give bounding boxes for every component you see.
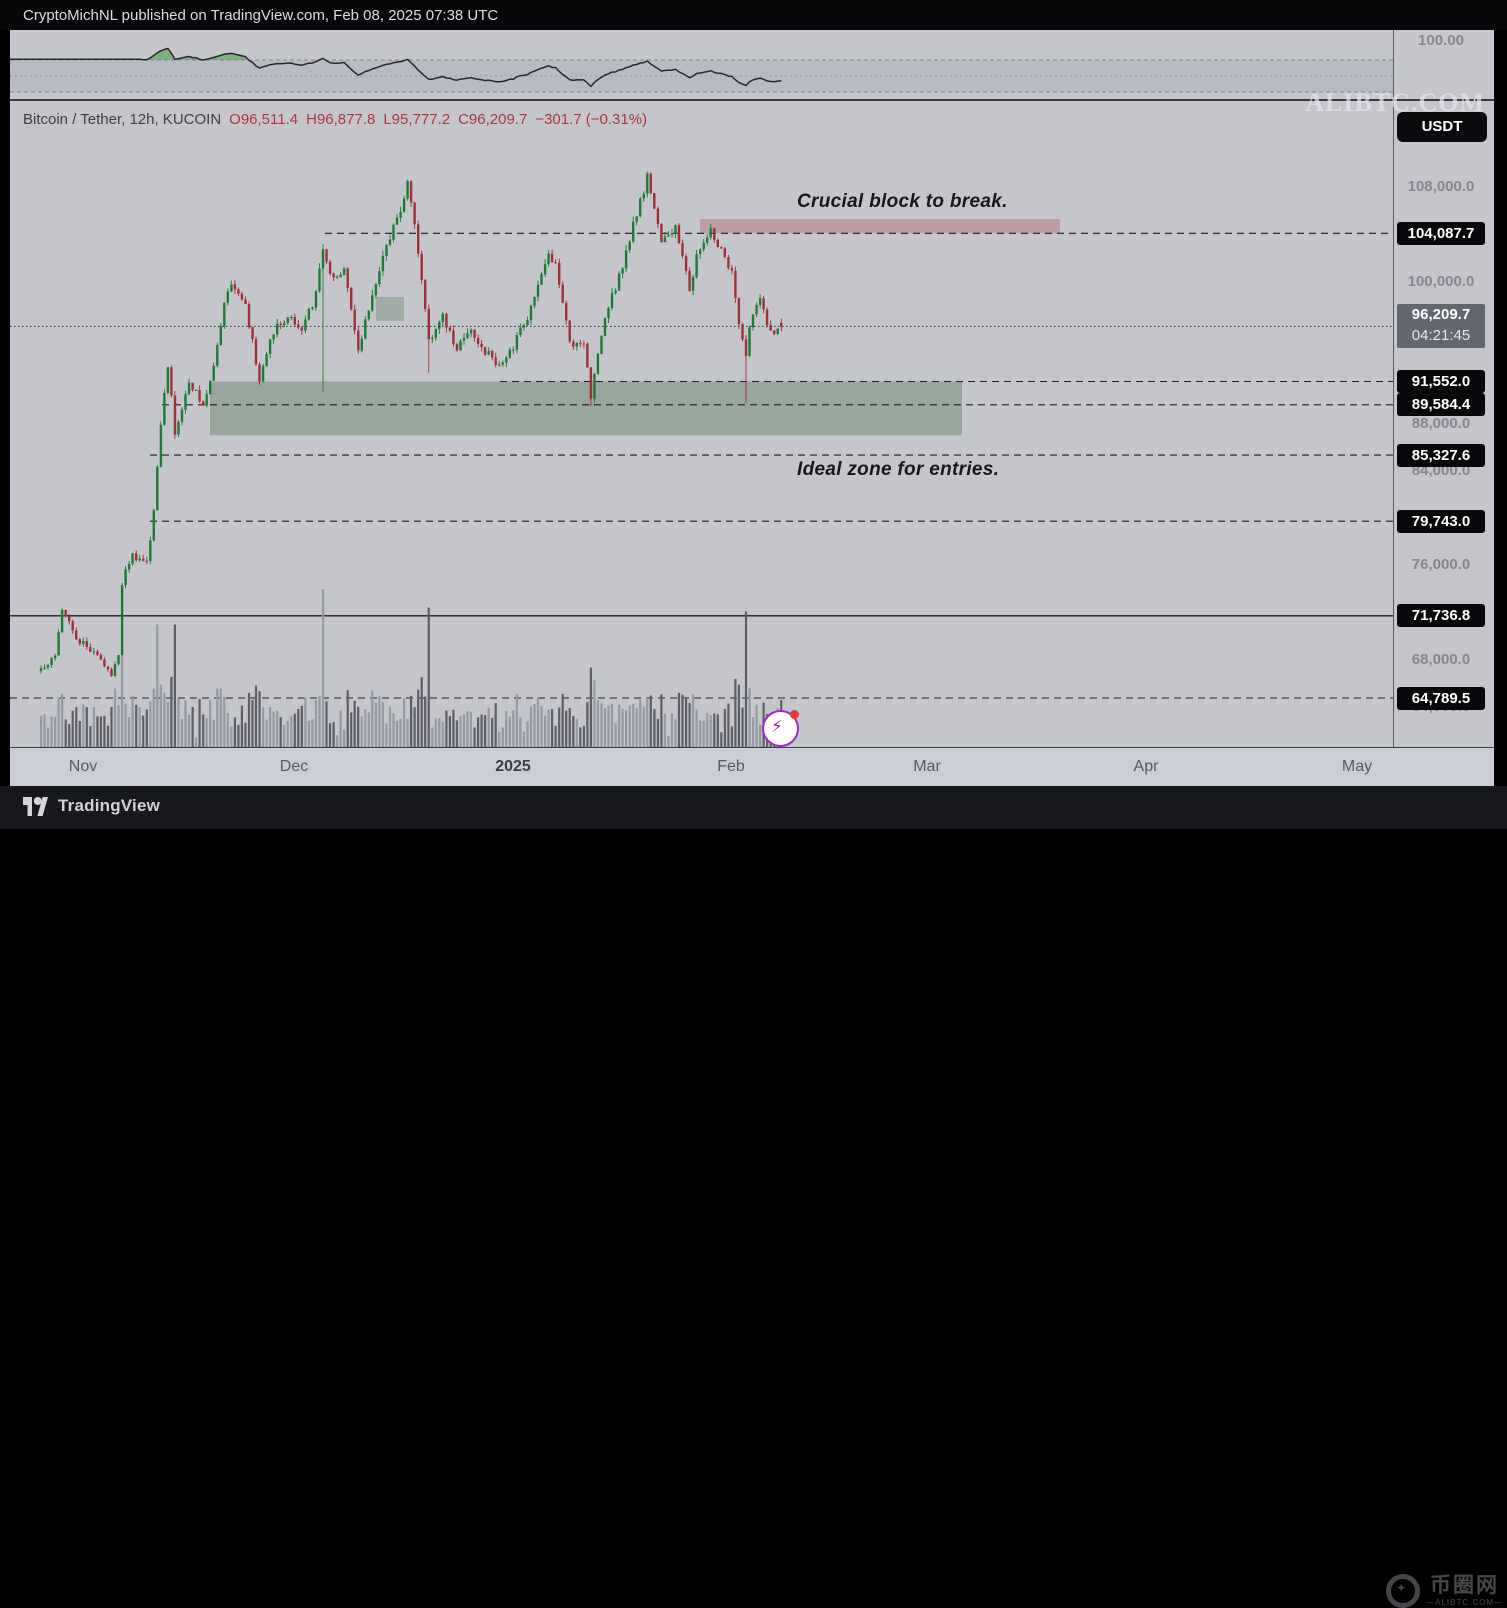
watermark-alibtc: ALIBTC.COM xyxy=(1305,88,1485,117)
ohlc-low: L95,777.2 xyxy=(383,111,451,128)
bottom-logo-cn: 币圈网 xyxy=(1430,1574,1500,1597)
watermark-bottom-logo: ✦ 币圈网 —ALIBTC.COM— xyxy=(1386,1574,1503,1608)
ohlc-open: O96,511.4 xyxy=(229,111,299,128)
tradingview-label: TradingView xyxy=(58,796,161,815)
tradingview-mark-icon xyxy=(23,796,48,816)
current-price-badge: 96,209.7 04:21:45 xyxy=(1397,304,1485,349)
bottom-logo-ring-icon: ✦ xyxy=(1386,1574,1421,1608)
rsi-axis-pane[interactable]: 100.00 xyxy=(1393,30,1494,100)
stream-lightning-icon[interactable]: ⚡ xyxy=(762,710,799,747)
price-level-badge: 104,087.7 xyxy=(1397,221,1485,245)
time-axis-label-feb: Feb xyxy=(717,758,745,775)
time-axis-label-may: May xyxy=(1341,758,1373,775)
pane-separator[interactable] xyxy=(10,99,1494,101)
publish-bar: CryptoMichNL published on TradingView.co… xyxy=(0,0,1507,30)
currency-usdt-button[interactable]: USDT xyxy=(1397,112,1487,142)
time-axis-label-mar: Mar xyxy=(913,758,941,775)
price-axis-pane[interactable]: USDT 96,209.7 04:21:45 108,000.0 100,000.… xyxy=(1393,100,1494,747)
footer-bar: TradingView ✦ 币圈网 —ALIBTC.COM— xyxy=(0,786,1507,1608)
bottom-logo-sub: —ALIBTC.COM— xyxy=(1426,1598,1503,1607)
current-price-value: 96,209.7 xyxy=(1411,306,1471,324)
price-axis-label: 108,000.0 xyxy=(1407,178,1475,195)
price-axis-label: 100,000.0 xyxy=(1407,272,1475,290)
price-axis-label: 68,000.0 xyxy=(1411,651,1471,668)
annotation-crucial-block[interactable]: Crucial block to break. xyxy=(797,191,1008,212)
rsi-chart xyxy=(10,47,1393,93)
time-axis-label-apr: Apr xyxy=(1133,758,1159,775)
time-axis-label-nov: Nov xyxy=(68,758,98,775)
annotation-ideal-zone[interactable]: Ideal zone for entries. xyxy=(797,459,1000,480)
notification-dot xyxy=(790,710,799,719)
time-axis[interactable]: Nov Dec 2025 Feb Mar Apr May xyxy=(10,747,1494,786)
price-level-badge: 91,552.0 xyxy=(1397,370,1485,393)
price-chart-pane[interactable]: Bitcoin / Tether, 12h, KUCOIN O96,511.4 H9… xyxy=(10,100,1393,747)
ohlc-high: H96,877.8 xyxy=(306,111,376,128)
rsi-scale-label: 100.00 xyxy=(1418,32,1464,49)
price-level-badge: 64,789.5 xyxy=(1397,686,1485,710)
lightning-bolt-icon: ⚡ xyxy=(771,717,783,736)
time-axis-label-2025: 2025 xyxy=(495,758,531,775)
price-level-badge: 85,327.6 xyxy=(1397,443,1485,467)
time-axis-label-dec: Dec xyxy=(279,758,309,775)
bar-countdown: 04:21:45 xyxy=(1411,327,1471,345)
price-level-badge: 71,736.8 xyxy=(1397,604,1485,628)
price-axis-label: 76,000.0 xyxy=(1411,556,1471,574)
symbol-title: Bitcoin / Tether, 12h, KUCOIN xyxy=(23,111,222,128)
price-axis-label: 88,000.0 xyxy=(1411,414,1471,432)
candlestick-chart xyxy=(10,171,1393,747)
tradingview-logo[interactable]: TradingView xyxy=(23,796,160,816)
price-level-badge: 89,584.4 xyxy=(1397,393,1485,417)
ohlc-close: C96,209.7 xyxy=(458,111,528,128)
overview-indicator-pane[interactable] xyxy=(10,30,1393,100)
ohlc-change: −301.7 (−0.31%) xyxy=(535,111,648,128)
price-level-badge: 79,743.0 xyxy=(1397,509,1485,533)
symbol-legend: Bitcoin / Tether, 12h, KUCOIN O96,511.4 H9… xyxy=(23,111,655,128)
